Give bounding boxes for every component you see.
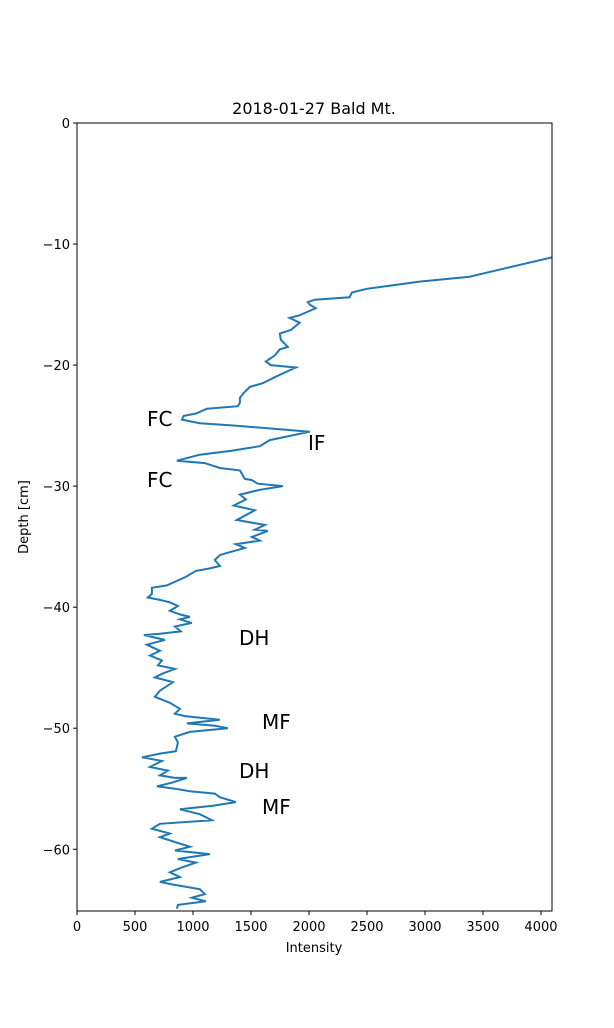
plot-frame	[76, 122, 553, 912]
x-tick-label: 0	[73, 920, 81, 935]
annotation: IF	[308, 431, 325, 455]
annotation: FC	[147, 407, 172, 431]
y-tick-label: −60	[43, 843, 70, 858]
y-axis-label: Depth [cm]	[17, 480, 32, 554]
data-line	[141, 256, 552, 909]
annotation: MF	[262, 795, 291, 819]
y-tick-label: −20	[43, 359, 70, 374]
x-tick-label: 2000	[292, 920, 325, 935]
y-tick-label: −40	[43, 601, 70, 616]
x-tick-label: 3000	[408, 920, 441, 935]
x-tick-label: 1000	[176, 920, 209, 935]
y-tick-label: 0	[62, 117, 70, 132]
y-tick-label: −50	[43, 722, 70, 737]
chart-title: 2018-01-27 Bald Mt.	[232, 99, 396, 118]
y-tick-label: −30	[43, 480, 70, 495]
annotation: FC	[147, 468, 172, 492]
x-axis-label: Intensity	[286, 941, 343, 956]
y-tick-label: −10	[43, 238, 70, 253]
annotation: MF	[262, 710, 291, 734]
annotation: DH	[239, 759, 269, 783]
x-tick-label: 2500	[350, 920, 383, 935]
x-tick-label: 500	[123, 920, 148, 935]
x-tick-label: 3500	[466, 920, 499, 935]
annotation: DH	[239, 626, 269, 650]
x-tick-label: 1500	[234, 920, 267, 935]
x-tick-label: 4000	[524, 920, 557, 935]
